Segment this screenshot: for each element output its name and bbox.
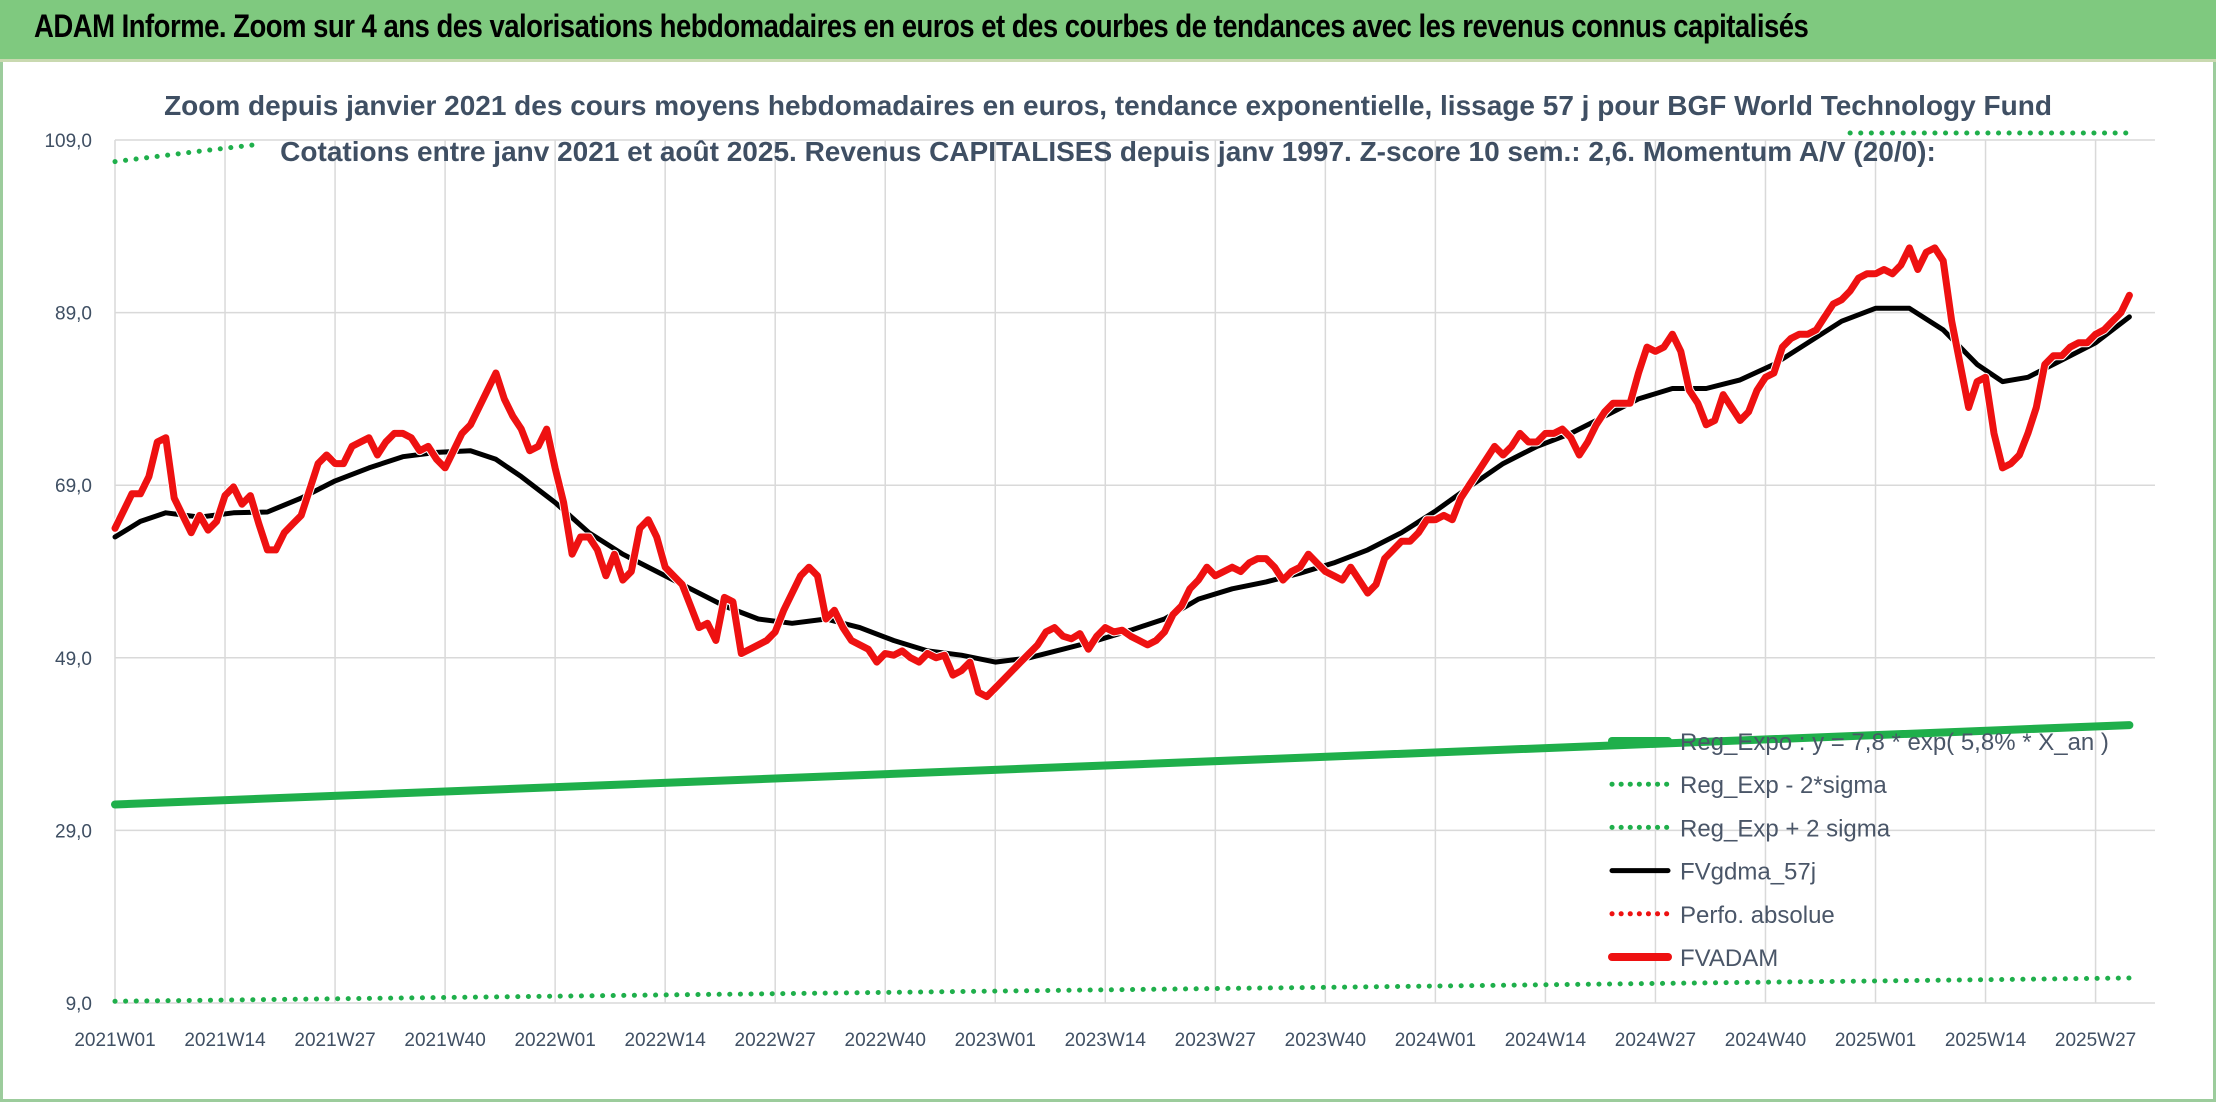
x-tick-label: 2024W40 — [1725, 1030, 1806, 1051]
y-tick-label: 109,0 — [44, 131, 92, 152]
x-tick-label: 2022W27 — [735, 1030, 816, 1051]
chart-title: Zoom depuis janvier 2021 des cours moyen… — [164, 90, 2052, 121]
x-tick-label: 2021W40 — [404, 1030, 485, 1051]
x-tick-label: 2024W27 — [1615, 1030, 1696, 1051]
banner: ADAM Informe. Zoom sur 4 ans des valoris… — [0, 0, 2216, 62]
axes: 109,0 89,0 69,0 49,0 29,0 9,0 2021W01 2021W14 20… — [44, 131, 2136, 1051]
legend: Reg_Expo : y = 7,8 * exp( 5,8% * X_an ) R… — [1608, 729, 2109, 972]
x-tick-label: 2023W14 — [1065, 1030, 1147, 1051]
x-tick-label: 2024W14 — [1505, 1030, 1587, 1051]
y-tick-label: 49,0 — [55, 649, 92, 670]
x-tick-label: 2022W14 — [624, 1030, 706, 1051]
series-line-0 — [111, 721, 2134, 809]
x-tick-label: 2023W40 — [1285, 1030, 1366, 1051]
x-tick-label: 2021W27 — [294, 1030, 375, 1051]
y-tick-label: 89,0 — [55, 304, 92, 325]
y-tick-label: 9,0 — [66, 994, 92, 1015]
x-tick-label: 2021W01 — [74, 1030, 155, 1051]
x-tick-label: 2023W27 — [1175, 1030, 1256, 1051]
series-layer — [110, 130, 2134, 1004]
legend-label: Reg_Exp + 2 sigma — [1680, 815, 1891, 842]
series-line-1 — [112, 975, 2132, 1004]
series-line-5 — [111, 244, 2133, 701]
x-tick-label: 2022W40 — [845, 1030, 926, 1051]
legend-label: Reg_Expo : y = 7,8 * exp( 5,8% * X_an ) — [1680, 729, 2109, 756]
banner-title: ADAM Informe. Zoom sur 4 ans des valoris… — [34, 8, 1809, 44]
chart-subtitle: Cotations entre janv 2021 et août 2025. … — [280, 136, 1936, 167]
x-tick-label: 2024W01 — [1395, 1030, 1476, 1051]
grid — [114, 139, 2155, 1004]
x-tick-label: 2022W01 — [514, 1030, 595, 1051]
x-tick-label: 2025W14 — [1945, 1030, 2027, 1051]
series-line-2-part — [112, 141, 262, 165]
y-tick-label: 69,0 — [55, 476, 92, 497]
x-tick-label: 2025W27 — [2055, 1030, 2136, 1051]
x-tick-label: 2025W01 — [1835, 1030, 1916, 1051]
x-tick-label: 2023W01 — [955, 1030, 1036, 1051]
legend-label: Perfo. absolue — [1680, 902, 1835, 929]
x-tick-label: 2021W14 — [184, 1030, 266, 1051]
legend-label: Reg_Exp - 2*sigma — [1680, 772, 1887, 799]
legend-label: FVADAM — [1680, 945, 1778, 972]
legend-label: FVgdma_57j — [1680, 859, 1816, 886]
y-tick-label: 29,0 — [55, 821, 92, 842]
